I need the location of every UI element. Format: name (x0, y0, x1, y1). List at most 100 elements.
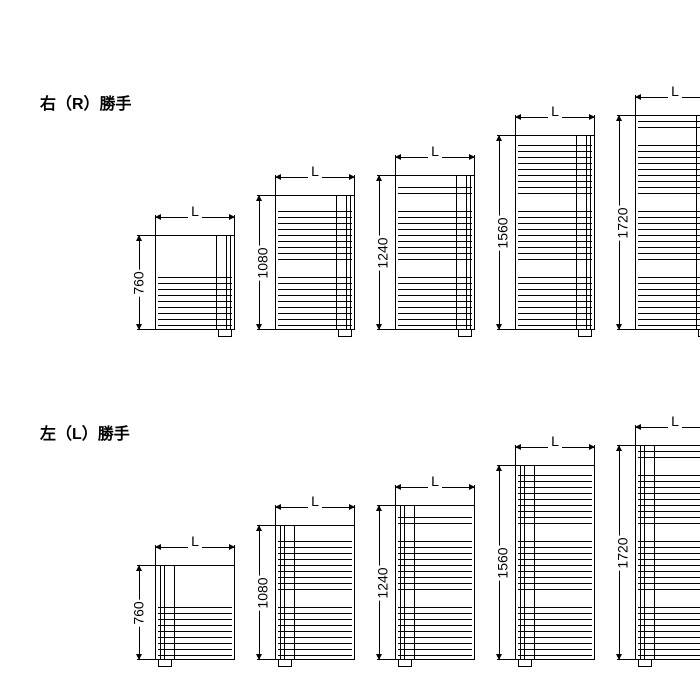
height-label: 1720 (615, 205, 631, 240)
extension-line (395, 485, 396, 507)
slat (638, 583, 700, 584)
extension-line (594, 445, 595, 467)
slat (278, 307, 352, 308)
slat (638, 217, 700, 218)
radiator-body (635, 445, 700, 660)
slat (278, 319, 352, 320)
slat (158, 613, 232, 614)
slat (278, 589, 352, 590)
slat (638, 511, 700, 512)
manifold-line (640, 446, 641, 659)
height-dimension: 1240 (371, 505, 389, 660)
slat (398, 217, 472, 218)
manifold-line (644, 446, 645, 659)
extension-line (497, 659, 515, 660)
radiator-l-1240: L1240 (395, 505, 475, 660)
extension-line (257, 525, 275, 526)
slat (638, 619, 700, 620)
height-dimension: 1720 (611, 445, 629, 660)
extension-line (377, 329, 395, 330)
extension-line (515, 445, 516, 467)
slat (398, 241, 472, 242)
width-dimension: L (635, 89, 700, 107)
base-connector (218, 329, 232, 337)
slat (278, 637, 352, 638)
slat (398, 319, 472, 320)
slat (278, 625, 352, 626)
slat (638, 643, 700, 644)
radiator-l-1080: L1080 (275, 525, 355, 660)
base-connector (158, 659, 172, 667)
radiator-l-1720: L1720 (635, 445, 700, 660)
height-label: 760 (131, 599, 147, 626)
slat (638, 151, 700, 152)
manifold-line (174, 566, 175, 659)
manifold-line (524, 466, 525, 659)
radiator-slats (636, 446, 700, 659)
slat (398, 277, 472, 278)
slat (158, 649, 232, 650)
slat (398, 313, 472, 314)
slat (638, 157, 700, 158)
slat (518, 217, 592, 218)
slat (518, 277, 592, 278)
slat (638, 229, 700, 230)
manifold-line (294, 526, 295, 659)
slat (398, 283, 472, 284)
manifold-line (696, 116, 697, 329)
extension-line (635, 95, 636, 117)
slat (518, 559, 592, 560)
slat (278, 313, 352, 314)
slat (278, 235, 352, 236)
slat (398, 289, 472, 290)
manifold-line (400, 506, 401, 659)
radiator-r-1080: L1080 (275, 195, 355, 330)
extension-line (497, 329, 515, 330)
radiator-slats (516, 466, 594, 659)
slat (518, 517, 592, 518)
slat (518, 211, 592, 212)
height-label: 760 (131, 269, 147, 296)
slat (398, 625, 472, 626)
slat (518, 571, 592, 572)
slat (638, 301, 700, 302)
slat (518, 511, 592, 512)
slat (638, 559, 700, 560)
slat (638, 499, 700, 500)
width-dimension: L (275, 499, 355, 517)
slat (278, 277, 352, 278)
height-dimension: 1240 (371, 175, 389, 330)
slat (638, 163, 700, 164)
slat (638, 631, 700, 632)
manifold-line (230, 236, 231, 329)
slat (638, 493, 700, 494)
slat (518, 319, 592, 320)
radiator-body (515, 135, 595, 330)
width-dimension: L (395, 149, 475, 167)
extension-line (137, 235, 155, 236)
slat (398, 223, 472, 224)
manifold-line (350, 196, 351, 329)
base-connector (638, 659, 652, 667)
width-dimension: L (515, 439, 595, 457)
width-label: L (548, 103, 562, 119)
radiator-l-1560: L1560 (515, 465, 595, 660)
extension-line (377, 659, 395, 660)
height-label: 1560 (495, 545, 511, 580)
slat (518, 553, 592, 554)
extension-line (515, 115, 516, 137)
manifold-line (404, 506, 405, 659)
extension-line (354, 505, 355, 527)
slat (518, 247, 592, 248)
manifold-line (226, 236, 227, 329)
slat (158, 625, 232, 626)
height-label: 1080 (255, 575, 271, 610)
slat (398, 295, 472, 296)
manifold-line (164, 566, 165, 659)
slat (518, 589, 592, 590)
slat (518, 223, 592, 224)
width-label: L (428, 143, 442, 159)
base-connector (398, 659, 412, 667)
radiator-body (395, 175, 475, 330)
height-dimension: 1080 (251, 525, 269, 660)
